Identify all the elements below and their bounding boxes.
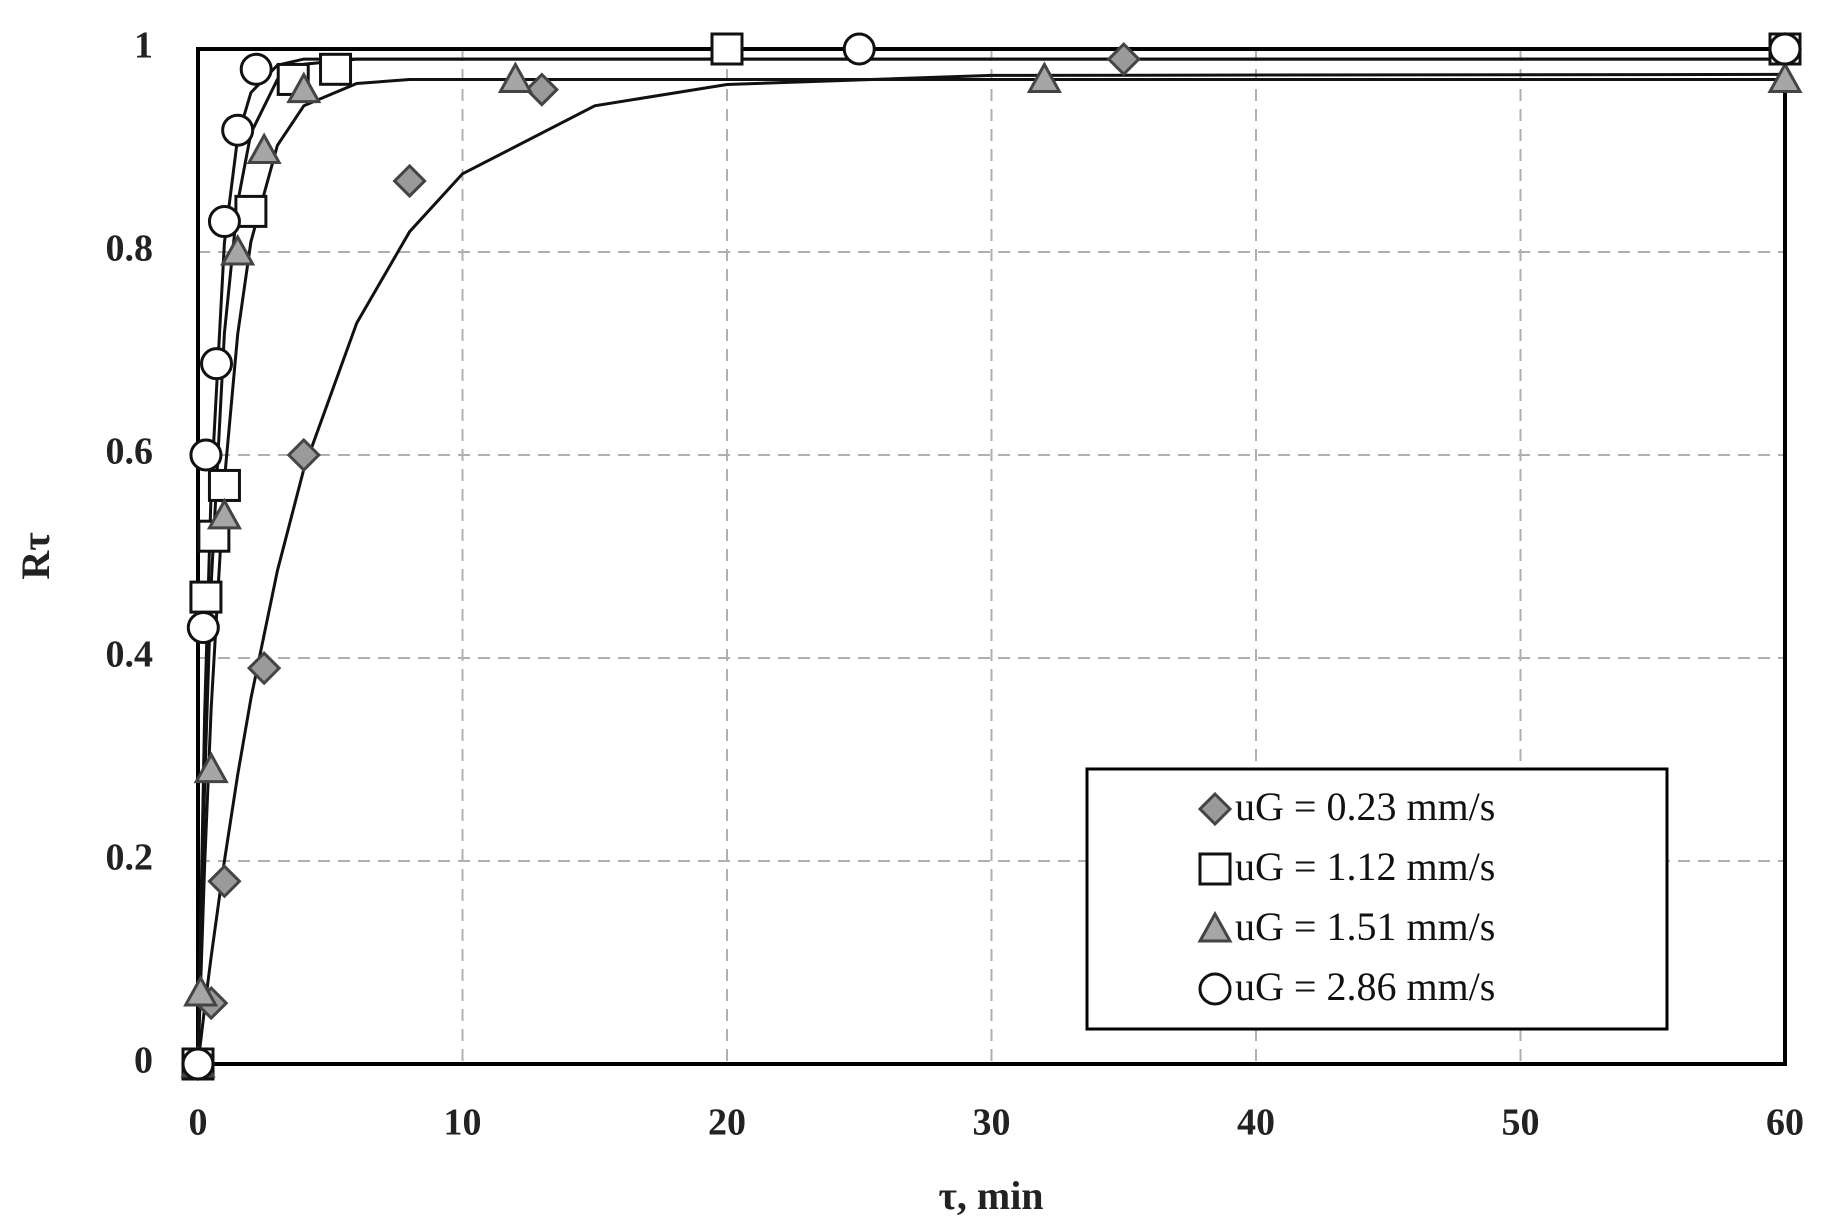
data-point bbox=[207, 205, 241, 239]
y-axis-label: Rτ bbox=[13, 532, 58, 579]
data-point bbox=[206, 497, 242, 530]
data-point bbox=[286, 437, 321, 473]
data-point bbox=[181, 1047, 215, 1081]
data-point bbox=[189, 580, 223, 614]
x-tick-label: 40 bbox=[1237, 1102, 1275, 1144]
data-point bbox=[183, 974, 219, 1007]
y-tick-label: 0.6 bbox=[106, 431, 154, 473]
data-point bbox=[221, 113, 255, 147]
data-point bbox=[497, 61, 533, 93]
x-tick-label: 0 bbox=[189, 1102, 208, 1144]
data-point bbox=[1768, 32, 1802, 66]
data-point bbox=[319, 52, 353, 86]
y-tick-label: 0.4 bbox=[106, 634, 154, 676]
x-axis-label: τ, min bbox=[938, 1173, 1043, 1218]
legend-label: uG = 0.23 mm/s bbox=[1235, 784, 1495, 829]
data-point bbox=[286, 71, 322, 104]
data-point bbox=[207, 864, 242, 899]
legend-marker bbox=[1197, 910, 1233, 943]
y-tick-label: 0.8 bbox=[106, 228, 154, 270]
data-point bbox=[1767, 61, 1803, 93]
data-point bbox=[246, 132, 282, 164]
data-point bbox=[710, 32, 744, 66]
y-tick-label: 0.2 bbox=[106, 837, 154, 879]
x-tick-label: 30 bbox=[973, 1102, 1011, 1144]
x-tick-label: 60 bbox=[1766, 1102, 1804, 1144]
plot-border bbox=[196, 47, 1787, 1066]
legend-marker bbox=[1198, 972, 1232, 1006]
legend: uG = 0.23 mm/s uG = 1.12 mm/s uG = 1.51 mm… bbox=[1085, 767, 1669, 1031]
x-tick-label: 10 bbox=[444, 1102, 482, 1144]
legend-label: uG = 2.86 mm/s bbox=[1235, 964, 1495, 1009]
data-point bbox=[1106, 42, 1141, 77]
x-tick-label: 20 bbox=[708, 1102, 746, 1144]
y-tick-label: 1 bbox=[134, 25, 153, 67]
data-point bbox=[247, 651, 282, 686]
data-point bbox=[1026, 61, 1062, 93]
data-point bbox=[193, 751, 229, 784]
data-point bbox=[207, 468, 241, 502]
data-point bbox=[524, 72, 559, 107]
legend-label: uG = 1.12 mm/s bbox=[1235, 844, 1495, 889]
legend-marker bbox=[1197, 791, 1233, 827]
data-point bbox=[189, 438, 223, 472]
y-tick-label: 0 bbox=[134, 1040, 153, 1082]
data-point bbox=[842, 32, 876, 66]
data-point bbox=[186, 611, 220, 645]
legend-marker bbox=[1198, 852, 1232, 886]
legend-label: uG = 1.51 mm/s bbox=[1235, 904, 1495, 949]
x-tick-label: 50 bbox=[1502, 1102, 1540, 1144]
legend-box bbox=[1085, 767, 1669, 1031]
data-point bbox=[239, 52, 273, 86]
data-point bbox=[200, 347, 234, 381]
data-point bbox=[392, 163, 427, 199]
data-point bbox=[220, 233, 256, 266]
